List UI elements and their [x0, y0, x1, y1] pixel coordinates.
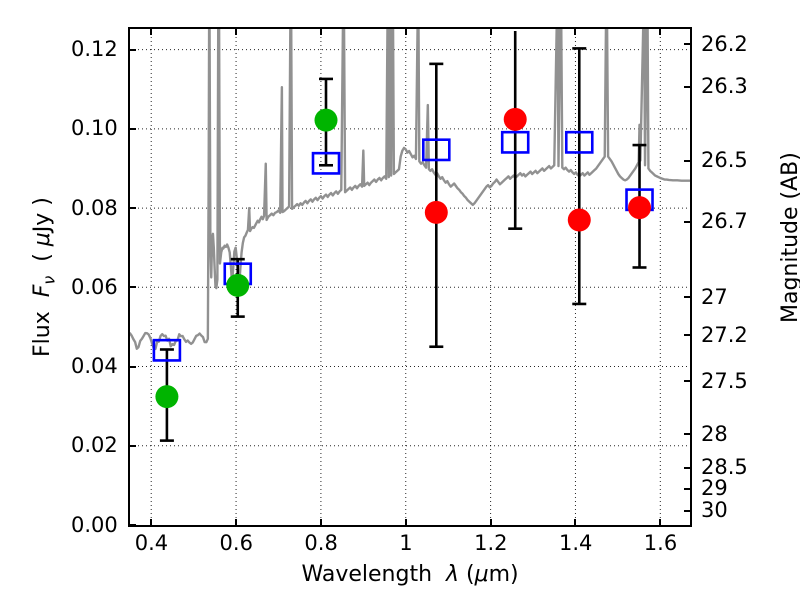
- x-tick-mark-top: [404, 27, 407, 35]
- x-tick-label: 1.2: [474, 531, 508, 555]
- x-tick-mark: [404, 519, 407, 527]
- model-spectrum-line: [130, 29, 690, 351]
- y2-tick-mark: [684, 509, 692, 512]
- data-point-marker: [226, 273, 250, 297]
- x-tick-label: 1: [399, 531, 413, 555]
- y-axis-title: Flux Fν ( μJy ): [30, 197, 58, 357]
- y2-tick-label: 26.5: [701, 148, 748, 173]
- x-tick-mark-top: [150, 27, 153, 35]
- x-axis-title-text: Wavelength λ (μm): [301, 562, 519, 587]
- x-tick-mark-top: [235, 27, 238, 35]
- plot-canvas: [130, 29, 690, 525]
- y2-tick-mark: [684, 466, 692, 469]
- data-point-marker: [424, 200, 448, 224]
- x-tick-mark: [489, 519, 492, 527]
- y-tick-mark: [128, 48, 136, 51]
- y2-axis-title: Magnitude (AB): [778, 152, 800, 323]
- y-tick-mark: [128, 365, 136, 368]
- y2-tick-label: 26.3: [701, 74, 748, 99]
- y-tick-label: 0.04: [71, 354, 118, 379]
- y-tick-mark: [128, 127, 136, 130]
- y2-tick-label: 26.2: [701, 31, 748, 56]
- y2-tick-label: 27: [701, 284, 728, 309]
- y2-tick-mark: [684, 43, 692, 46]
- data-point-marker: [503, 107, 527, 131]
- x-tick-mark: [659, 519, 662, 527]
- x-tick-mark: [150, 519, 153, 527]
- y2-tick-mark: [684, 334, 692, 337]
- model-square-marker: [564, 130, 594, 154]
- error-bars: [159, 30, 647, 442]
- y2-tick-mark: [684, 380, 692, 383]
- y2-tick-label: 26.7: [701, 209, 748, 234]
- model-square-marker: [152, 338, 182, 362]
- y-tick-mark: [128, 524, 136, 526]
- y2-tick-label: 28: [701, 421, 728, 446]
- data-point-marker: [155, 385, 179, 409]
- x-tick-mark-top: [489, 27, 492, 35]
- plot-area: [128, 27, 692, 527]
- y-tick-mark: [128, 286, 136, 289]
- y2-tick-mark: [684, 159, 692, 162]
- x-tick-mark: [235, 519, 238, 527]
- y2-tick-mark: [684, 220, 692, 223]
- y2-tick-mark: [684, 487, 692, 490]
- x-tick-mark-top: [574, 27, 577, 35]
- y2-tick-label: 29: [701, 476, 728, 501]
- data-point-marker: [567, 208, 591, 232]
- y2-tick-label: 30: [701, 498, 728, 523]
- x-tick-mark-top: [659, 27, 662, 35]
- model-square-marker: [311, 151, 341, 175]
- model-square-marker: [422, 138, 451, 162]
- y-tick-label: 0.02: [71, 433, 118, 458]
- y2-tick-label: 27.5: [701, 368, 748, 393]
- y-tick-label: 0.10: [71, 116, 118, 141]
- y-tick-mark: [128, 444, 136, 447]
- y-tick-label: 0.00: [71, 512, 118, 537]
- y2-tick-mark: [684, 433, 692, 436]
- x-tick-label: 1.4: [558, 531, 593, 555]
- y-tick-mark: [128, 207, 136, 210]
- x-tick-label: 0.4: [134, 531, 169, 555]
- y-tick-label: 0.12: [71, 37, 118, 62]
- y2-tick-label: 27.2: [701, 322, 748, 347]
- x-tick-label: 0.8: [304, 531, 338, 555]
- y2-tick-mark: [684, 296, 692, 299]
- y-axis-title-text: Flux Fν ( μJy ): [30, 197, 59, 357]
- x-tick-label: 0.6: [219, 531, 253, 555]
- x-axis-title: Wavelength λ (μm): [302, 562, 519, 587]
- x-tick-mark-top: [319, 27, 322, 35]
- x-tick-mark: [319, 519, 322, 527]
- x-tick-mark: [574, 519, 577, 527]
- data-point-marker: [314, 108, 338, 132]
- y2-tick-label: 28.5: [701, 455, 748, 480]
- y2-axis-title-text: Magnitude (AB): [778, 151, 800, 323]
- y2-tick-mark: [684, 85, 692, 88]
- observed-markers: [155, 107, 652, 409]
- y-tick-label: 0.06: [71, 274, 118, 299]
- data-point-marker: [628, 196, 652, 220]
- plot-clip: [130, 29, 690, 525]
- x-tick-label: 1.6: [643, 531, 678, 555]
- model-square-marker: [500, 130, 530, 154]
- y-tick-label: 0.08: [71, 195, 118, 220]
